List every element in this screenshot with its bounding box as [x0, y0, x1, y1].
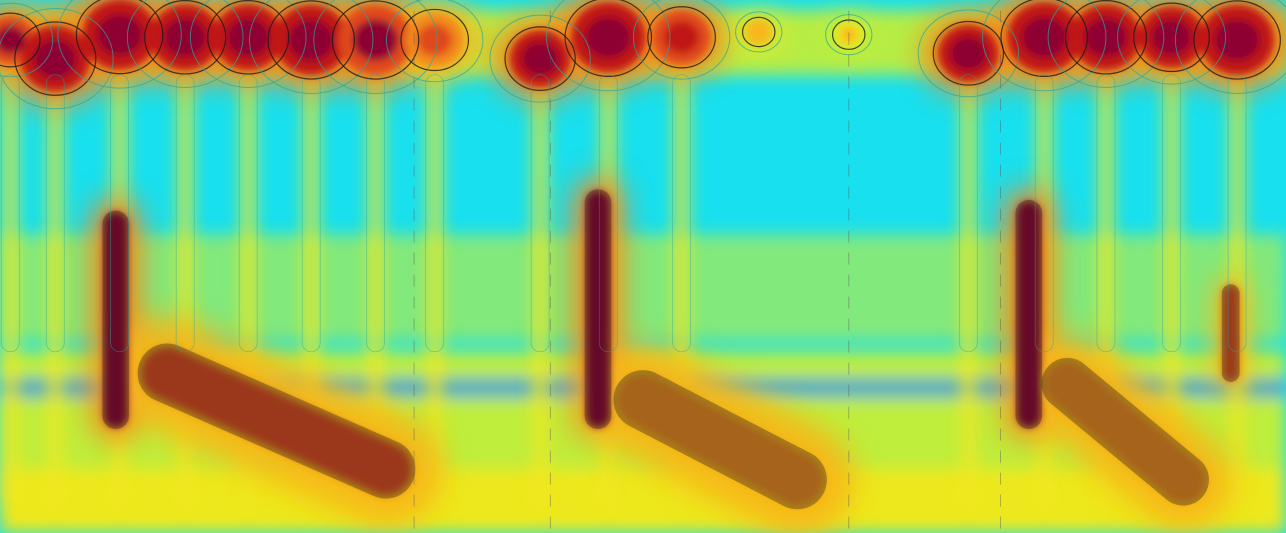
- blob-outer-contour-11: [735, 11, 783, 53]
- stripe-contour-9: [598, 74, 618, 353]
- blob-contour-2: [75, 0, 164, 75]
- blob-outer-contour-6: [313, 0, 438, 94]
- stripe-1: [48, 26, 63, 507]
- blob-contour-15: [1064, 0, 1148, 75]
- blob-contour-4: [207, 0, 290, 75]
- stripe-contour-15: [1227, 74, 1247, 353]
- stripe-contour-2: [110, 74, 129, 353]
- blob-contour-8: [504, 26, 576, 91]
- blob-core-3: [163, 18, 207, 57]
- blob-core-4: [226, 18, 270, 57]
- blob-outer-contour-10: [632, 0, 731, 80]
- plume-core-5: [1044, 361, 1206, 503]
- blob-outer-contour-8: [489, 14, 591, 103]
- band-mid: [0, 234, 1286, 342]
- blob-core-7: [416, 23, 453, 57]
- plume-core-1: [141, 347, 412, 495]
- blob-outer-contour-2: [57, 0, 182, 89]
- stripe-contour-13: [1096, 74, 1116, 353]
- blob-core-5: [288, 19, 334, 61]
- blob-contour-3: [144, 0, 227, 75]
- blob-contour-9: [564, 0, 653, 77]
- blob-core-10: [663, 21, 700, 54]
- blob-contour-14: [1000, 0, 1089, 77]
- blob-core-0: [0, 25, 26, 55]
- stripe-7: [427, 26, 442, 507]
- stripe-contour-6: [366, 74, 385, 353]
- blob-core-12: [840, 26, 858, 43]
- plume-contour-1: [137, 343, 416, 499]
- blob-contour-16: [1133, 2, 1210, 73]
- stripe-contour-10: [672, 74, 691, 353]
- blob-contour-12: [831, 19, 866, 50]
- blob-core-14: [1021, 16, 1067, 58]
- blob-core-1: [34, 39, 77, 78]
- blob-contour-11: [741, 16, 776, 48]
- blob-outer-contour-4: [189, 0, 307, 88]
- blob-core-13: [949, 36, 987, 71]
- blob-contour-7: [400, 8, 470, 72]
- blob-outer-contour-9: [546, 0, 671, 92]
- contour-layer: [0, 0, 1286, 510]
- blob-outer-contour-5: [249, 0, 374, 94]
- blob-core-8: [521, 41, 559, 76]
- stripe-0: [3, 26, 18, 507]
- stripe-14: [1164, 26, 1179, 507]
- blob-outer-contour-3: [126, 0, 244, 88]
- stripe-contour-4: [238, 74, 258, 353]
- plume-contour-5: [1041, 357, 1210, 506]
- blob-contour-5: [267, 0, 356, 80]
- plume-contour-3: [613, 370, 827, 510]
- blob-outer-contour-7: [385, 0, 484, 83]
- stripe-contour-7: [425, 74, 445, 353]
- blob-outer-contour-12: [825, 14, 873, 56]
- blob-outer-contour-16: [1117, 0, 1227, 85]
- blob-contour-1: [14, 21, 97, 96]
- blob-outer-contour-14: [982, 0, 1107, 92]
- blob-core-6: [352, 19, 399, 61]
- stripe-contour-5: [301, 74, 321, 353]
- blob-contour-6: [331, 0, 420, 80]
- stripe-contour-1: [45, 74, 65, 353]
- blob-contour-10: [647, 6, 716, 69]
- blob-contour-13: [932, 20, 1005, 86]
- blob-outer-contour-0: [0, 2, 54, 78]
- band-floor: [0, 469, 1286, 533]
- stripe-contour-8: [530, 74, 550, 353]
- blob-core-16: [1151, 19, 1192, 56]
- blob-outer-contour-15: [1047, 0, 1165, 88]
- stripe-11: [961, 26, 976, 507]
- blob-contour-0: [0, 12, 41, 68]
- plume-core-3: [617, 374, 824, 506]
- blob-outer-contour-13: [917, 9, 1020, 98]
- stripe-8: [533, 26, 548, 507]
- core-layer: [0, 0, 1275, 506]
- stripe-contour-11: [958, 74, 978, 353]
- blob-core-17: [1214, 19, 1260, 61]
- stripe-15: [1230, 26, 1245, 507]
- blob-core-11: [750, 24, 768, 40]
- blob-core-9: [585, 16, 631, 58]
- stripe-6: [368, 26, 383, 507]
- blob-outer-contour-17: [1174, 0, 1286, 94]
- blob-core-2: [96, 14, 143, 56]
- stripe-contour-12: [1034, 74, 1054, 353]
- stripe-contour-3: [175, 74, 195, 353]
- stripe-contour-14: [1162, 74, 1181, 353]
- blob-contour-17: [1193, 0, 1281, 80]
- stripe-contour-0: [0, 74, 20, 353]
- blob-outer-contour-1: [0, 7, 114, 110]
